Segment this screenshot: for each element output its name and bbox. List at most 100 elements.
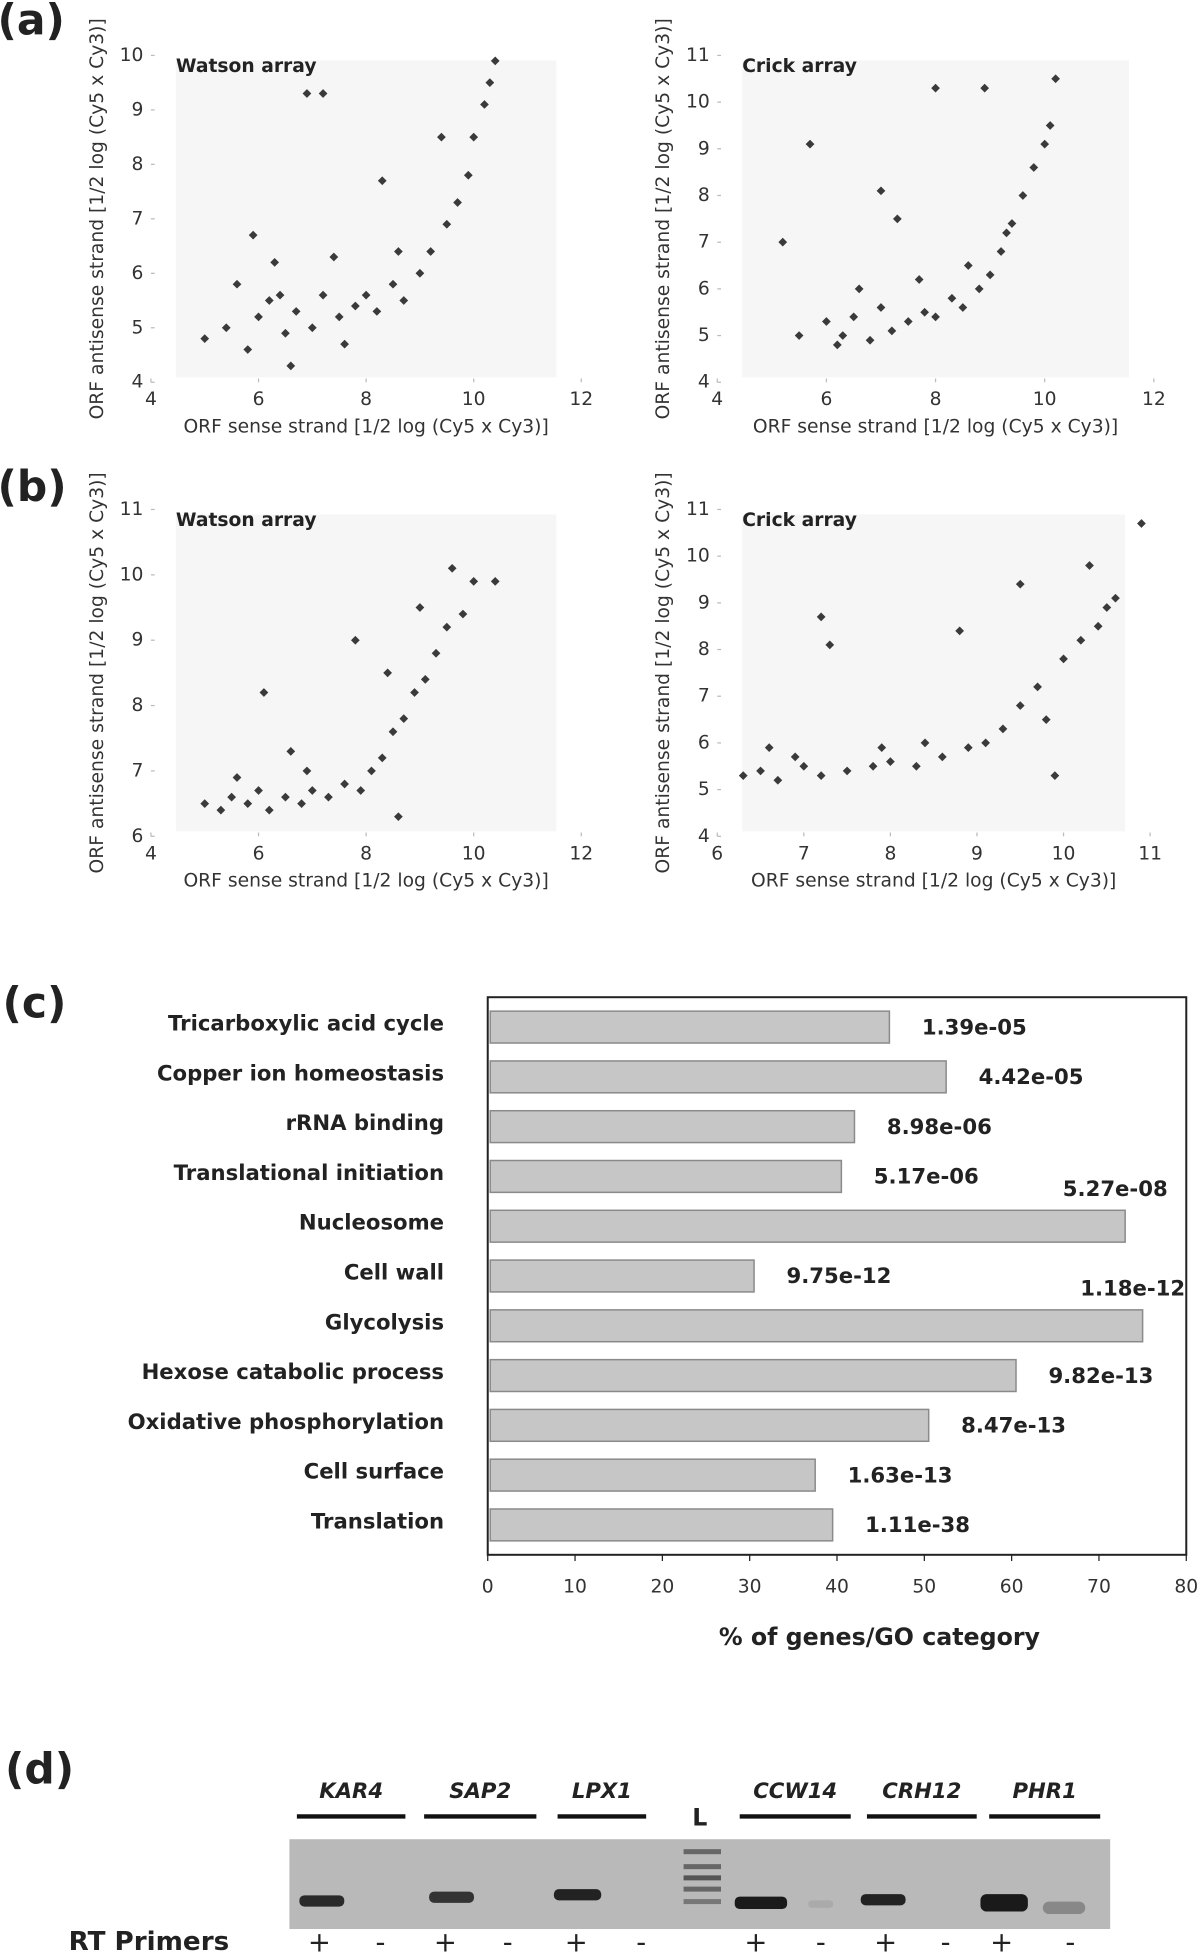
panel-label: (b) xyxy=(0,463,67,512)
point xyxy=(420,675,430,684)
y-tick-label: 10 xyxy=(120,45,144,66)
x-tick-label: 4 xyxy=(145,389,157,410)
p-value-label: 8.98e-06 xyxy=(887,1114,992,1139)
point xyxy=(1040,139,1050,149)
bar xyxy=(489,1408,930,1443)
x-tick-label: 10 xyxy=(1052,843,1076,864)
bar xyxy=(489,1358,1017,1393)
point xyxy=(200,799,210,808)
x-tick-label: 10 xyxy=(462,389,486,410)
point xyxy=(270,258,280,267)
category-label: rRNA binding xyxy=(286,1110,444,1135)
point xyxy=(805,139,815,149)
p-value-label: 8.47e-13 xyxy=(961,1413,1066,1438)
x-tick-label: 10 xyxy=(1033,389,1057,410)
point xyxy=(350,301,360,311)
x-tick-label: 4 xyxy=(711,389,723,410)
y-tick-label: 9 xyxy=(698,138,710,159)
y-tick-label: 6 xyxy=(132,826,144,847)
point xyxy=(264,296,274,305)
point xyxy=(442,219,452,229)
point xyxy=(490,577,500,586)
point xyxy=(1018,191,1028,200)
y-tick-label: 11 xyxy=(686,499,710,520)
point xyxy=(200,334,210,344)
point xyxy=(794,331,804,340)
gene-bar xyxy=(296,1814,406,1819)
point xyxy=(1085,561,1094,570)
point xyxy=(816,612,826,622)
point xyxy=(469,577,479,586)
primer-sign: - xyxy=(636,1927,646,1957)
gene-bar xyxy=(424,1814,537,1819)
point xyxy=(887,326,897,336)
x-tick-label: 70 xyxy=(1087,1577,1111,1598)
x-tick-label: 6 xyxy=(253,843,265,864)
point xyxy=(377,753,387,763)
y-tick-label: 11 xyxy=(686,45,710,66)
point xyxy=(415,268,425,278)
y-tick-label: 8 xyxy=(698,185,710,206)
point xyxy=(350,635,360,645)
plot-background xyxy=(175,514,557,832)
point xyxy=(297,799,306,808)
bar xyxy=(489,1508,834,1542)
y-tick-label: 8 xyxy=(132,154,144,175)
chart-title: Watson array xyxy=(176,56,317,77)
point xyxy=(1050,771,1060,780)
p-value-label: 5.17e-06 xyxy=(874,1164,979,1189)
gene-label: KAR4 xyxy=(319,1778,383,1803)
point xyxy=(920,307,930,317)
panel-label: (d) xyxy=(5,1745,74,1794)
y-tick-label: 5 xyxy=(698,779,710,800)
point xyxy=(221,323,231,333)
primer-sign: + xyxy=(434,1927,457,1957)
x-axis-label: % of genes/GO category xyxy=(719,1623,1041,1651)
point xyxy=(1045,121,1055,130)
x-tick-label: 8 xyxy=(884,843,896,864)
p-value-label: 1.11e-38 xyxy=(865,1512,970,1537)
y-tick-label: 8 xyxy=(698,639,710,660)
bar xyxy=(489,1159,843,1194)
y-axis-label: ORF antisense strand [1/2 log (Cy5 x Cy3… xyxy=(87,18,108,419)
y-tick-label: 6 xyxy=(132,263,144,284)
x-tick-label: 4 xyxy=(145,843,157,864)
gene-label: SAP2 xyxy=(449,1778,511,1803)
point xyxy=(302,89,312,98)
p-value-label: 1.18e-12 xyxy=(1080,1276,1185,1301)
gene-bar xyxy=(989,1814,1101,1819)
y-tick-label: 6 xyxy=(698,278,710,299)
point xyxy=(281,792,290,802)
point xyxy=(259,688,269,697)
point xyxy=(1093,621,1103,631)
primer-sign: + xyxy=(744,1927,767,1957)
panel-label: (c) xyxy=(2,979,66,1028)
point xyxy=(243,345,253,354)
primer-sign: + xyxy=(990,1927,1013,1957)
chart-title: Watson array xyxy=(176,510,317,531)
x-tick-label: 60 xyxy=(1000,1577,1024,1598)
point xyxy=(1102,603,1112,612)
primer-sign: + xyxy=(308,1927,331,1957)
gene-bar xyxy=(557,1814,647,1819)
point xyxy=(931,312,940,322)
primer-sign: - xyxy=(941,1927,951,1957)
point xyxy=(340,779,349,789)
point xyxy=(318,89,328,98)
y-tick-label: 9 xyxy=(698,592,710,613)
point xyxy=(876,186,886,196)
x-tick-label: 8 xyxy=(930,389,942,410)
category-label: Translation xyxy=(311,1508,444,1533)
gene-bar xyxy=(866,1814,977,1819)
x-tick-label: 40 xyxy=(825,1577,849,1598)
point xyxy=(410,688,419,697)
bar xyxy=(489,1458,816,1492)
gel-image xyxy=(289,1839,1111,1930)
point xyxy=(996,247,1006,256)
y-tick-label: 7 xyxy=(132,760,144,781)
point xyxy=(931,83,940,93)
gene-label: PHR1 xyxy=(1013,1778,1077,1803)
x-axis-label: ORF sense strand [1/2 log (Cy5 x Cy3)] xyxy=(183,871,548,892)
point xyxy=(415,603,425,612)
primer-sign: - xyxy=(1065,1927,1075,1957)
